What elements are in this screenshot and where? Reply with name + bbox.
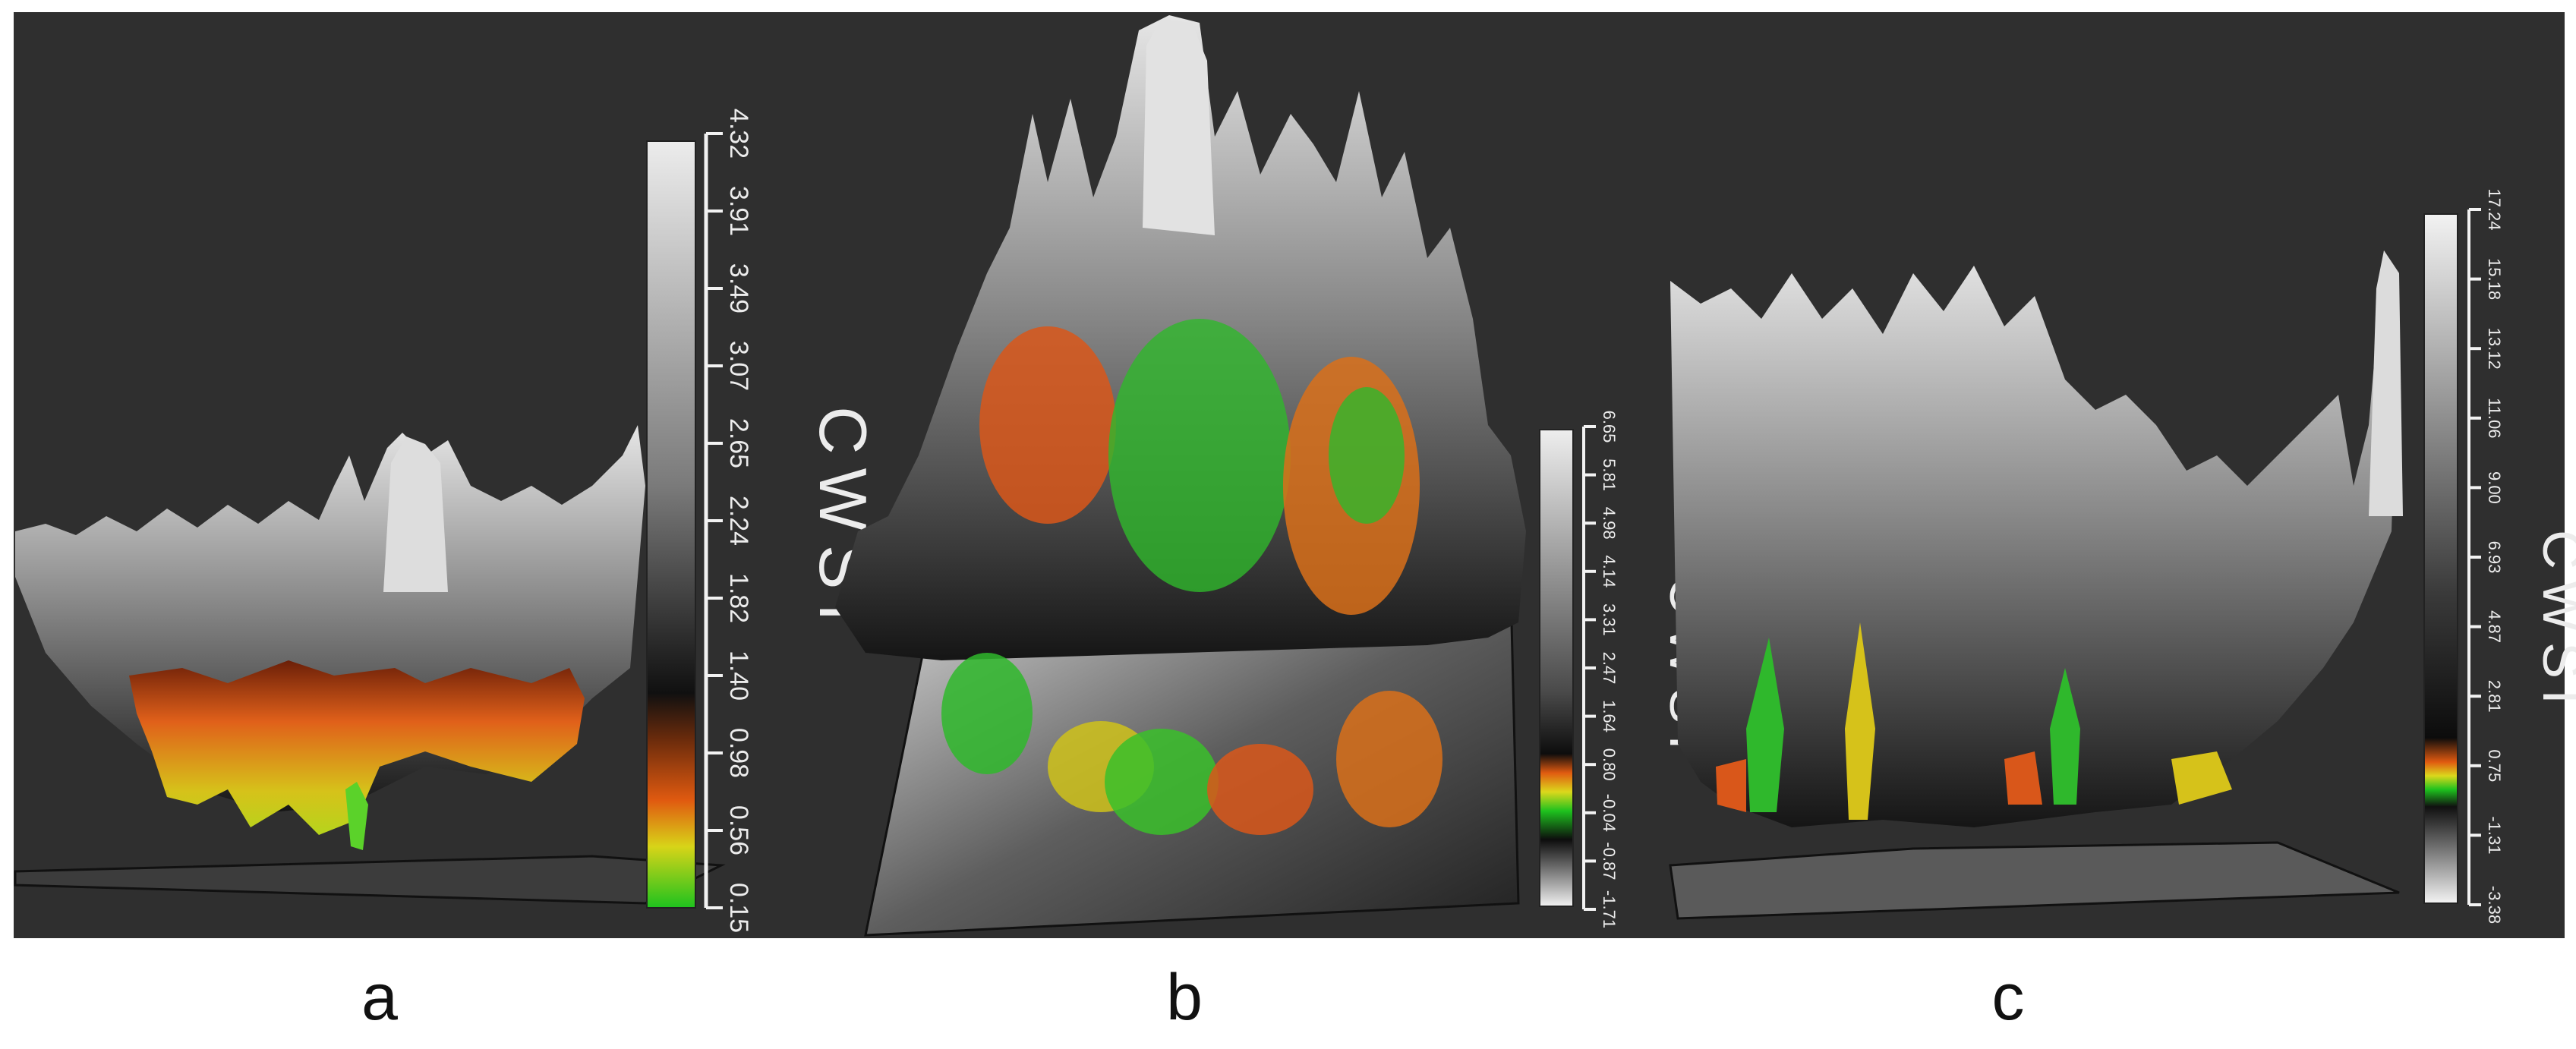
panel-c: 17.24 15.18 13.12 11.06 9.00 6.93 4.87 2.81 0.75… bbox=[1669, 188, 2576, 924]
colorbar-tick-label: 0.75 bbox=[2485, 749, 2504, 782]
panel-c-heat-4 bbox=[2050, 668, 2080, 805]
panel-c-label: c bbox=[1991, 961, 2025, 1034]
colorbar-tick-label: 0.15 bbox=[724, 883, 753, 933]
panel-b-heat-2 bbox=[1108, 319, 1291, 592]
colorbar-tick-label: 2.81 bbox=[2485, 680, 2504, 713]
colorbar-tick-label: 3.91 bbox=[724, 186, 753, 236]
colorbar-tick-label: -0.04 bbox=[1600, 794, 1619, 832]
panel-a-cold-spot bbox=[345, 782, 368, 850]
panel-b-tall-peak bbox=[1143, 19, 1215, 235]
colorbar-tick-label: 0.80 bbox=[1600, 748, 1619, 781]
panel-b-heat-9 bbox=[1336, 691, 1442, 827]
panel-a-heat bbox=[129, 660, 585, 835]
panel-c-ticks: 17.24 15.18 13.12 11.06 9.00 6.93 4.87 2.81 0.75… bbox=[2469, 188, 2504, 924]
colorbar-tick-label: 4.14 bbox=[1600, 555, 1619, 588]
panel-b-colorbar bbox=[1539, 429, 1574, 907]
colorbar-tick-label: -0.87 bbox=[1600, 842, 1619, 880]
colorbar-tick-label: 13.12 bbox=[2485, 328, 2504, 370]
colorbar-tick-label: 4.32 bbox=[724, 109, 753, 159]
panel-b-heat-4 bbox=[1329, 387, 1405, 524]
panel-c-heat-1 bbox=[1746, 638, 1784, 812]
panel-b-heat-7 bbox=[1105, 729, 1219, 835]
panel-a-colorbar bbox=[646, 140, 696, 909]
panel-c-floor bbox=[1669, 841, 2400, 920]
panel-b-heat-1 bbox=[979, 326, 1116, 524]
colorbar-tick-label: 0.98 bbox=[724, 728, 753, 778]
colorbar-tick-label: 6.65 bbox=[1600, 411, 1619, 443]
panel-c-heat-6 bbox=[2171, 751, 2232, 805]
panel-c-right-peak bbox=[2369, 250, 2403, 516]
panel-a-ticks: 4.32 3.91 3.49 3.07 2.65 2.24 1.82 1.40 0.98 0.56… bbox=[706, 109, 753, 933]
colorbar-tick-label: 17.24 bbox=[2485, 188, 2504, 230]
panel-a-label: a bbox=[361, 961, 398, 1034]
panel-c-heat-3 bbox=[1845, 622, 1875, 820]
colorbar-tick-label: 3.31 bbox=[1600, 603, 1619, 636]
colorbar-tick-label: 3.07 bbox=[724, 341, 753, 391]
panel-c-heat-2 bbox=[1716, 759, 1746, 812]
colorbar-tick-label: 1.82 bbox=[724, 573, 753, 623]
colorbar-tick-label: 4.87 bbox=[2485, 610, 2504, 643]
colorbar-tick-label: 6.93 bbox=[2485, 541, 2504, 574]
colorbar-tick-label: 4.98 bbox=[1600, 507, 1619, 540]
panel-b-heat-5 bbox=[941, 653, 1033, 774]
panel-b: 6.65 5.81 4.98 4.14 3.31 2.47 1.64 0.80 -0.04 -0.… bbox=[835, 15, 1719, 937]
panel-a: 4.32 3.91 3.49 3.07 2.65 2.24 1.82 1.40 0.98 0.56… bbox=[14, 109, 881, 933]
colorbar-tick-label: 2.47 bbox=[1600, 652, 1619, 685]
panel-b-heat-8 bbox=[1207, 744, 1313, 835]
colorbar-tick-label: 11.06 bbox=[2485, 398, 2504, 438]
panel-a-peak bbox=[383, 436, 448, 592]
colorbar-tick-label: 3.49 bbox=[724, 263, 753, 313]
panel-b-ticks: 6.65 5.81 4.98 4.14 3.31 2.47 1.64 0.80 -0.04 -0.… bbox=[1584, 411, 1619, 928]
colorbar-tick-label: 15.18 bbox=[2485, 258, 2504, 300]
panel-c-colorbar bbox=[2423, 213, 2458, 904]
colorbar-tick-label: -1.31 bbox=[2485, 816, 2504, 854]
colorbar-tick-label: 1.40 bbox=[724, 651, 753, 701]
colorbar-tick-label: 5.81 bbox=[1600, 458, 1619, 491]
panel-b-label: b bbox=[1166, 961, 1203, 1034]
panel-c-heat-5 bbox=[2004, 751, 2042, 805]
colorbar-tick-label: -1.71 bbox=[1600, 890, 1619, 928]
colorbar-tick-label: 2.65 bbox=[724, 418, 753, 468]
panel-c-colorbar-title: CWSI bbox=[2531, 530, 2576, 715]
colorbar-tick-label: 2.24 bbox=[724, 496, 753, 546]
colorbar-tick-label: -3.38 bbox=[2485, 886, 2504, 924]
colorbar-tick-label: 1.64 bbox=[1600, 700, 1619, 732]
colorbar-tick-label: 0.56 bbox=[724, 805, 753, 855]
colorbar-tick-label: 9.00 bbox=[2485, 471, 2504, 504]
